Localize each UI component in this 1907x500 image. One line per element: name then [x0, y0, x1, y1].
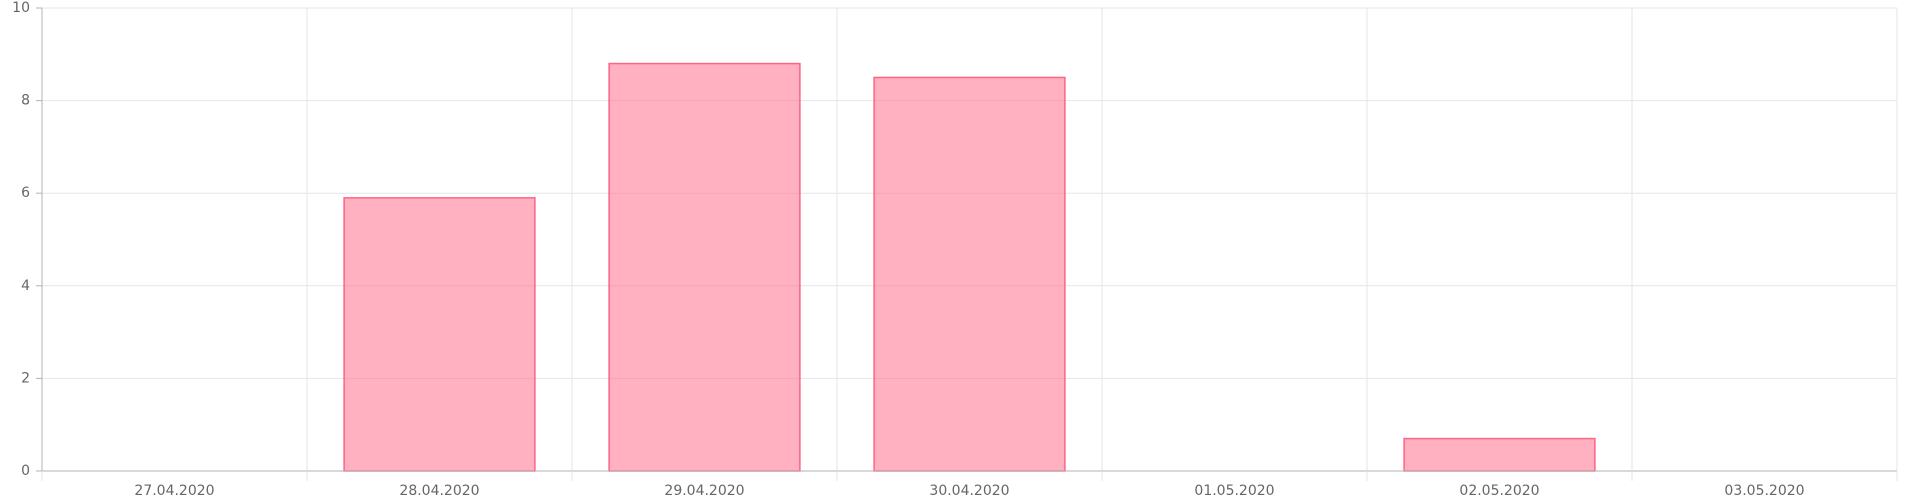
axes: [41, 8, 1897, 481]
y-tick-label: 10: [12, 0, 30, 16]
y-tick-label: 0: [21, 463, 30, 479]
x-tick-label: 03.05.2020: [1724, 483, 1804, 499]
bars: [343, 62, 1596, 472]
y-axis-ticks: 0 2 4 6 8 10: [12, 0, 42, 479]
bar-28.04.2020: [343, 197, 536, 472]
y-tick-label: 2: [21, 370, 30, 386]
y-tick-label: 6: [21, 185, 30, 201]
bar-29.04.2020: [608, 62, 801, 472]
bar-30.04.2020: [873, 76, 1066, 472]
x-tick-label: 29.04.2020: [664, 483, 744, 499]
x-tick-label: 30.04.2020: [929, 483, 1009, 499]
x-tick-label: 28.04.2020: [399, 483, 479, 499]
x-tick-label: 27.04.2020: [134, 483, 214, 499]
x-tick-label: 02.05.2020: [1459, 483, 1539, 499]
y-tick-label: 8: [21, 93, 30, 109]
bar-02.05.2020: [1403, 437, 1596, 472]
y-tick-label: 4: [21, 278, 30, 294]
x-axis-ticks: 27.04.2020 28.04.2020 29.04.2020 30.04.2020…: [41, 471, 1898, 499]
x-tick-label: 01.05.2020: [1194, 483, 1274, 499]
